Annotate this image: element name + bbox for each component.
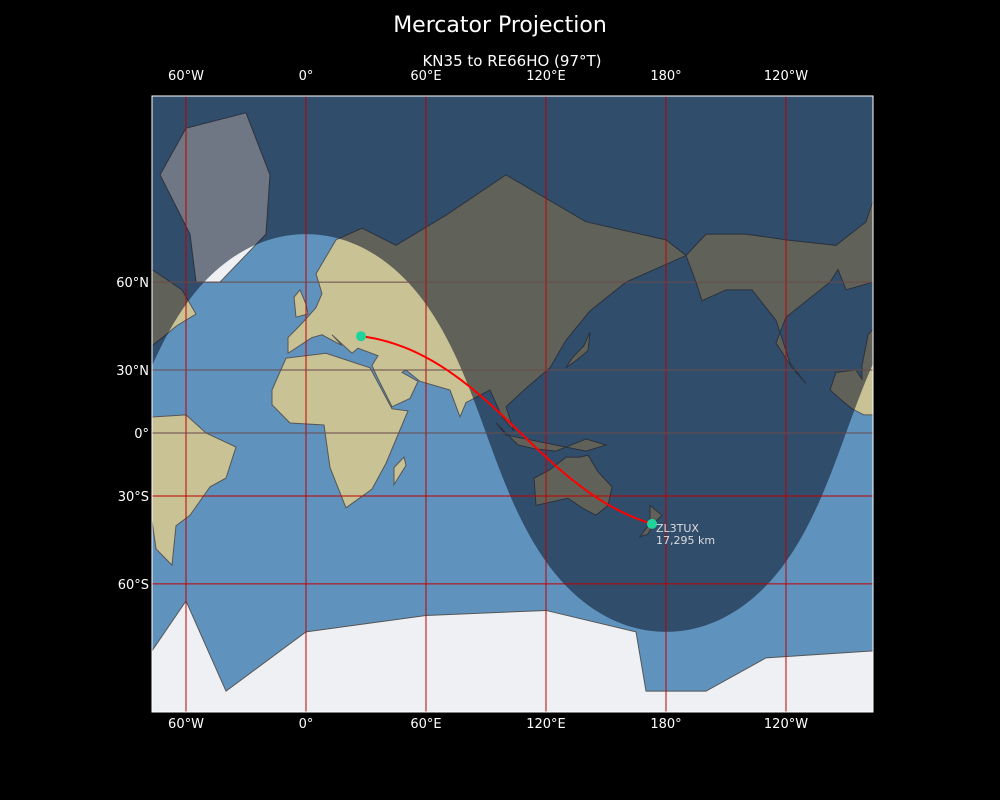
- lon-tick-label: 120°W: [764, 717, 808, 732]
- end-callsign-label: ZL3TUX: [656, 522, 699, 535]
- end-distance-label: 17,295 km: [656, 534, 715, 547]
- lon-tick-label: 60°W: [168, 69, 204, 84]
- lon-tick-label: 60°E: [410, 717, 441, 732]
- lon-tick-label: 60°E: [410, 69, 441, 84]
- map-subtitle: KN35 to RE66HO (97°T): [422, 52, 602, 70]
- lat-tick-label: 0°: [134, 427, 149, 442]
- map-title: Mercator Projection: [393, 13, 607, 38]
- lat-tick-label: 30°S: [118, 490, 149, 505]
- great-circle-path: [360, 335, 653, 525]
- lon-tick-label: 0°: [299, 69, 314, 84]
- lat-tick-label: 30°N: [116, 364, 149, 379]
- night-shading: [152, 96, 873, 632]
- land-antarctica: [152, 599, 873, 712]
- lon-tick-label: 0°: [299, 717, 314, 732]
- lat-tick-label: 60°N: [116, 276, 149, 291]
- lon-tick-label: 180°: [650, 717, 681, 732]
- map-frame: [151, 95, 874, 713]
- lon-tick-label: 60°W: [168, 717, 204, 732]
- lat-tick-label: 60°S: [118, 578, 149, 593]
- lon-tick-label: 120°E: [526, 717, 566, 732]
- lon-tick-label: 120°E: [526, 69, 566, 84]
- land-madagascar: [393, 456, 407, 487]
- lon-tick-label: 180°: [650, 69, 681, 84]
- graticule: [152, 96, 873, 712]
- lon-tick-label: 120°W: [764, 69, 808, 84]
- end-marker[interactable]: [647, 518, 657, 529]
- start-marker[interactable]: [356, 331, 366, 342]
